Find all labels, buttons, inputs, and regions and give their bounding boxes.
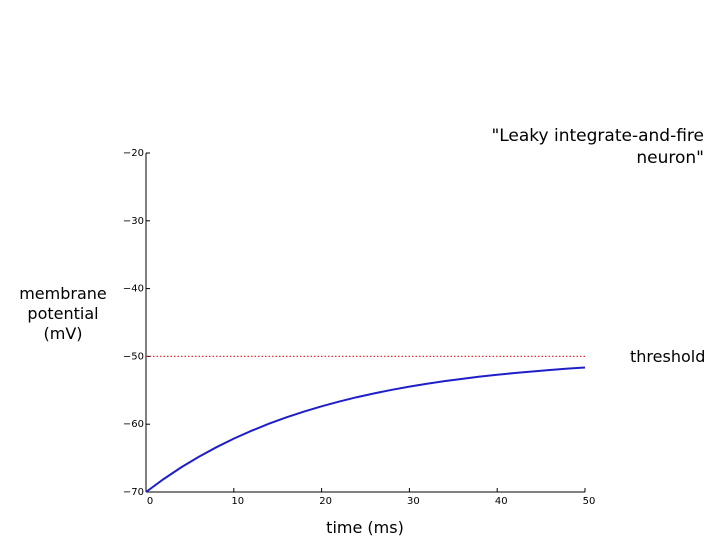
y-axis-label: membrane potential (mV) <box>19 284 107 343</box>
x-tick-label: 0 <box>147 496 153 507</box>
y-tick-label: −20 <box>123 148 144 159</box>
x-axis-label: time (ms) <box>326 518 404 537</box>
data-line <box>145 366 586 493</box>
y-tick-label: −50 <box>123 351 144 362</box>
y-tick-label: −60 <box>123 419 144 430</box>
y-tick-label: −30 <box>123 216 144 227</box>
chart-title: "Leaky integrate-and-fire neuron" <box>491 126 704 168</box>
x-tick-label: 10 <box>231 496 244 507</box>
x-tick-label: 30 <box>407 496 420 507</box>
x-tick-label: 20 <box>319 496 332 507</box>
x-tick-label: 50 <box>583 496 596 507</box>
x-tick-label: 40 <box>495 496 508 507</box>
y-tick-label: −40 <box>123 284 144 295</box>
y-tick-label: −70 <box>123 487 144 498</box>
threshold-label: threshold <box>630 347 706 366</box>
